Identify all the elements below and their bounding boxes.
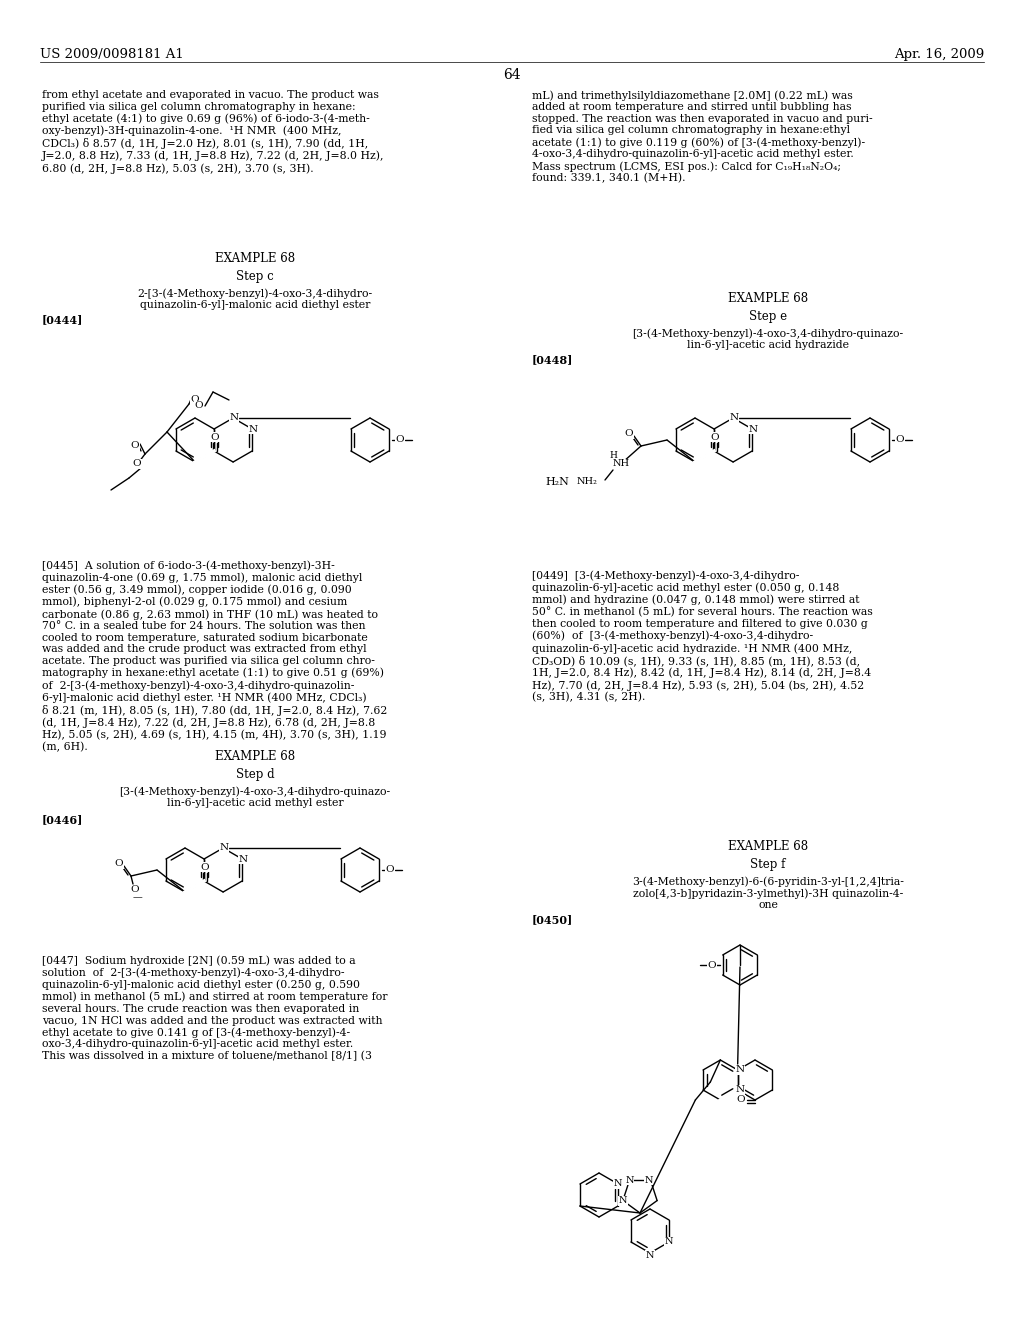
Text: N: N <box>219 843 228 853</box>
Text: N: N <box>613 1180 623 1188</box>
Text: US 2009/0098181 A1: US 2009/0098181 A1 <box>40 48 183 61</box>
Text: —: — <box>133 894 142 903</box>
Text: EXAMPLE 68: EXAMPLE 68 <box>215 252 295 265</box>
Text: O: O <box>133 459 141 469</box>
Text: Apr. 16, 2009: Apr. 16, 2009 <box>894 48 984 61</box>
Text: N: N <box>618 1196 627 1205</box>
Text: EXAMPLE 68: EXAMPLE 68 <box>728 292 808 305</box>
Text: O: O <box>386 866 394 874</box>
Text: [0447]  Sodium hydroxide [2N] (0.59 mL) was added to a
solution  of  2-[3-(4-met: [0447] Sodium hydroxide [2N] (0.59 mL) w… <box>42 954 387 1061</box>
Text: EXAMPLE 68: EXAMPLE 68 <box>728 840 808 853</box>
Text: O: O <box>131 441 139 450</box>
Text: N: N <box>249 425 258 433</box>
Text: O: O <box>115 859 123 869</box>
Text: N: N <box>735 1085 744 1094</box>
Text: 2-[3-(4-Methoxy-benzyl)-4-oxo-3,4-dihydro-
quinazolin-6-yl]-malonic acid diethyl: 2-[3-(4-Methoxy-benzyl)-4-oxo-3,4-dihydr… <box>137 288 373 310</box>
Text: H: H <box>609 451 616 461</box>
Text: N: N <box>239 854 248 863</box>
Text: H₂N: H₂N <box>545 477 569 487</box>
Text: Step e: Step e <box>749 310 787 323</box>
Text: Step c: Step c <box>237 271 273 282</box>
Text: 64: 64 <box>503 69 521 82</box>
Text: [0448]: [0448] <box>532 354 573 366</box>
Text: NH: NH <box>612 459 630 469</box>
Text: O: O <box>131 886 139 895</box>
Text: [0450]: [0450] <box>532 913 573 925</box>
Text: NH₂: NH₂ <box>577 478 597 487</box>
Text: [3-(4-Methoxy-benzyl)-4-oxo-3,4-dihydro-quinazo-
lin-6-yl]-acetic acid methyl es: [3-(4-Methoxy-benzyl)-4-oxo-3,4-dihydro-… <box>120 785 390 808</box>
Text: mL) and trimethylsilyldiazomethane [2.0M] (0.22 mL) was
added at room temperatur: mL) and trimethylsilyldiazomethane [2.0M… <box>532 90 872 183</box>
Text: from ethyl acetate and evaporated in vacuo. The product was
purified via silica : from ethyl acetate and evaporated in vac… <box>42 90 384 173</box>
Text: 3-(4-Methoxy-benzyl)-6-(6-pyridin-3-yl-[1,2,4]tria-
zolo[4,3-b]pyridazin-3-ylmet: 3-(4-Methoxy-benzyl)-6-(6-pyridin-3-yl-[… <box>632 876 904 911</box>
Text: O: O <box>711 433 720 441</box>
Text: O: O <box>708 961 717 969</box>
Text: Step d: Step d <box>236 768 274 781</box>
Text: N: N <box>665 1238 674 1246</box>
Text: N: N <box>644 1176 653 1185</box>
Text: [0444]: [0444] <box>42 314 83 325</box>
Text: N: N <box>729 413 738 422</box>
Text: N: N <box>229 413 239 422</box>
Text: EXAMPLE 68: EXAMPLE 68 <box>215 750 295 763</box>
Text: [0449]  [3-(4-Methoxy-benzyl)-4-oxo-3,4-dihydro-
quinazolin-6-yl]-acetic acid me: [0449] [3-(4-Methoxy-benzyl)-4-oxo-3,4-d… <box>532 570 872 702</box>
Text: O: O <box>190 396 200 404</box>
Text: O: O <box>201 862 209 871</box>
Text: O: O <box>896 436 904 445</box>
Text: N: N <box>626 1176 634 1185</box>
Text: N: N <box>646 1250 654 1259</box>
Text: O: O <box>195 401 204 411</box>
Text: O: O <box>211 433 219 441</box>
Text: O: O <box>395 436 404 445</box>
Text: N: N <box>735 1065 744 1074</box>
Text: [3-(4-Methoxy-benzyl)-4-oxo-3,4-dihydro-quinazo-
lin-6-yl]-acetic acid hydrazide: [3-(4-Methoxy-benzyl)-4-oxo-3,4-dihydro-… <box>633 327 903 350</box>
Text: O: O <box>736 1096 745 1105</box>
Text: Step f: Step f <box>751 858 785 871</box>
Text: N: N <box>749 425 758 433</box>
Text: [0445]  A solution of 6-iodo-3-(4-methoxy-benzyl)-3H-
quinazolin-4-one (0.69 g, : [0445] A solution of 6-iodo-3-(4-methoxy… <box>42 560 387 752</box>
Text: O: O <box>625 429 633 438</box>
Text: [0446]: [0446] <box>42 814 83 825</box>
